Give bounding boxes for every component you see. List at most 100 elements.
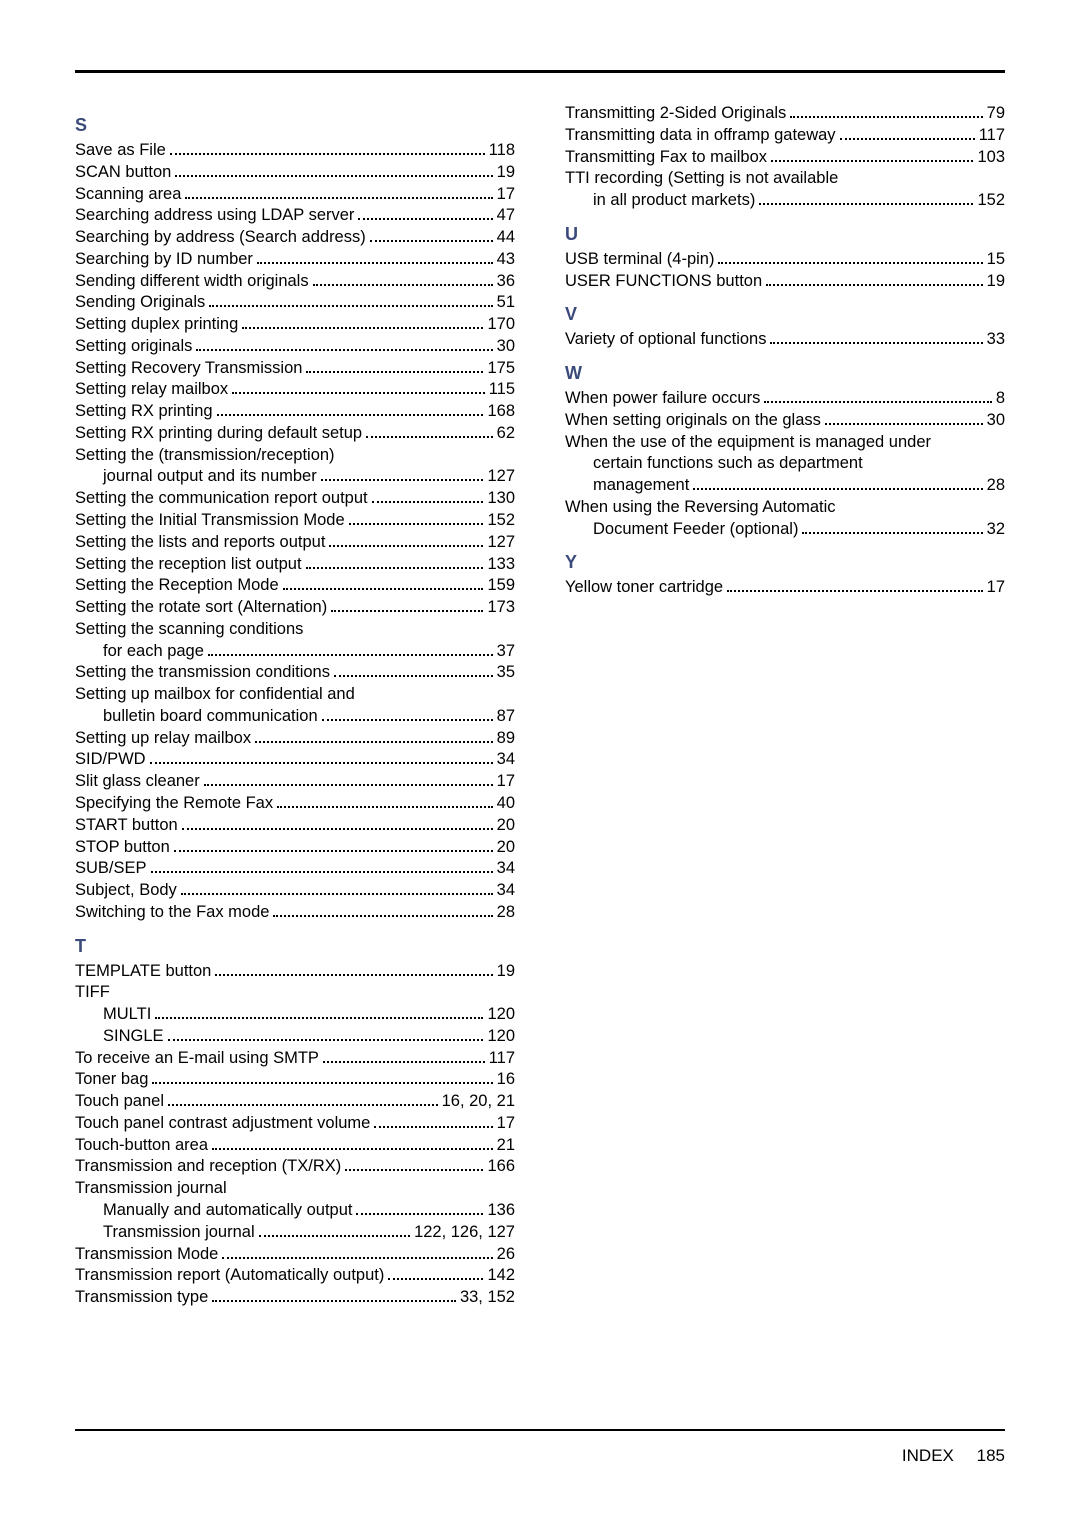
dot-leader <box>770 333 982 345</box>
dot-leader <box>155 1008 483 1020</box>
dot-leader <box>204 775 493 787</box>
index-entry: Searching by ID number43 <box>75 249 515 271</box>
dot-leader <box>840 128 975 140</box>
index-entry: in all product markets)152 <box>565 190 1005 212</box>
index-entry-continuation: TIFF <box>75 982 515 1004</box>
index-entry-page: 34 <box>497 858 515 880</box>
index-entry-label: SCAN button <box>75 162 171 184</box>
index-entry: Sending Originals51 <box>75 292 515 314</box>
index-entry: Setting duplex printing 170 <box>75 314 515 336</box>
index-entry: Searching address using LDAP server47 <box>75 205 515 227</box>
index-entry: Manually and automatically output136 <box>75 1200 515 1222</box>
dot-leader <box>277 796 493 808</box>
dot-leader <box>217 405 484 417</box>
index-entry: TEMPLATE button19 <box>75 961 515 983</box>
index-entry-page: 175 <box>487 358 515 380</box>
index-entry-page: 51 <box>497 292 515 314</box>
index-entry-page: 136 <box>487 1200 515 1222</box>
index-entry-continuation: Setting the (transmission/reception) <box>75 445 515 467</box>
index-entry-label: Switching to the Fax mode <box>75 902 269 924</box>
index-entry: Touch panel16, 20, 21 <box>75 1091 515 1113</box>
dot-leader <box>182 818 493 830</box>
index-entry-page: 28 <box>987 475 1005 497</box>
index-entry-label: Setting the Initial Transmission Mode <box>75 510 345 532</box>
dot-leader <box>358 209 492 221</box>
index-entry-page: 170 <box>487 314 515 336</box>
index-entry-label: in all product markets) <box>593 190 755 212</box>
dot-leader <box>209 296 492 308</box>
index-entry-continuation: certain functions such as department <box>565 453 1005 475</box>
dot-leader <box>727 581 983 593</box>
index-entry-page: 120 <box>487 1026 515 1048</box>
dot-leader <box>196 339 492 351</box>
index-entry: Setting the transmission conditions35 <box>75 662 515 684</box>
dot-leader <box>175 165 492 177</box>
dot-leader <box>170 143 485 155</box>
dot-leader <box>370 231 493 243</box>
index-entry-page: 120 <box>487 1004 515 1026</box>
index-entry-page: 20 <box>497 815 515 837</box>
index-entry-label: Setting the reception list output <box>75 554 302 576</box>
dot-leader <box>273 905 492 917</box>
index-entry-label: bulletin board communication <box>103 706 318 728</box>
dot-leader <box>356 1203 483 1215</box>
index-entry-page: 118 <box>489 140 515 162</box>
index-entry-label: Specifying the Remote Fax <box>75 793 273 815</box>
index-entry-label: Transmission report (Automatically outpu… <box>75 1265 384 1287</box>
dot-leader <box>329 535 483 547</box>
index-entry-page: 19 <box>497 961 515 983</box>
index-entry-page: 127 <box>487 532 515 554</box>
index-entry-page: 122, 126, 127 <box>414 1222 515 1244</box>
index-entry: Setting the Initial Transmission Mode152 <box>75 510 515 532</box>
index-entry-page: 115 <box>489 379 515 401</box>
index-entry-label: Setting the Reception Mode <box>75 575 279 597</box>
index-entry-page: 35 <box>497 662 515 684</box>
index-entry: USER FUNCTIONS button19 <box>565 271 1005 293</box>
index-entry-page: 20 <box>497 837 515 859</box>
index-entry-page: 36 <box>497 271 515 293</box>
dot-leader <box>181 883 493 895</box>
dot-leader <box>331 601 483 613</box>
index-entry: When power failure occurs8 <box>565 388 1005 410</box>
index-entry-label: Setting relay mailbox <box>75 379 228 401</box>
index-entry-page: 89 <box>497 728 515 750</box>
index-entry-page: 47 <box>497 205 515 227</box>
dot-leader <box>151 862 493 874</box>
index-entry-continuation: Transmission journal <box>75 1178 515 1200</box>
index-entry-page: 62 <box>497 423 515 445</box>
dot-leader <box>764 392 991 404</box>
index-entry-page: 19 <box>987 271 1005 293</box>
index-entry: Scanning area17 <box>75 184 515 206</box>
index-entry-label: Searching by ID number <box>75 249 253 271</box>
index-entry: Toner bag16 <box>75 1069 515 1091</box>
dot-leader <box>212 1138 493 1150</box>
dot-leader <box>759 194 973 206</box>
dot-leader <box>718 252 982 264</box>
dot-leader <box>388 1269 483 1281</box>
index-entry-page: 15 <box>987 249 1005 271</box>
index-entry-label: STOP button <box>75 837 170 859</box>
index-entry: Setting the Reception Mode159 <box>75 575 515 597</box>
index-entry: Slit glass cleaner17 <box>75 771 515 793</box>
index-entry: Switching to the Fax mode28 <box>75 902 515 924</box>
footer-page-number: 185 <box>977 1446 1005 1465</box>
index-entry-label: Touch panel contrast adjustment volume <box>75 1113 370 1135</box>
index-section-letter: Y <box>565 552 1005 573</box>
index-entry-page: 17 <box>497 1113 515 1135</box>
index-entry-page: 34 <box>497 880 515 902</box>
index-entry-label: Setting duplex printing <box>75 314 238 336</box>
index-entry-page: 30 <box>497 336 515 358</box>
index-entry: Setting RX printing168 <box>75 401 515 423</box>
index-entry: Setting originals30 <box>75 336 515 358</box>
index-entry-page: 40 <box>497 793 515 815</box>
index-section-letter: T <box>75 936 515 957</box>
index-entry-page: 30 <box>987 410 1005 432</box>
dot-leader <box>321 470 484 482</box>
dot-leader <box>766 274 983 286</box>
dot-leader <box>349 513 484 525</box>
index-entry-continuation: When using the Reversing Automatic <box>565 497 1005 519</box>
index-entry: Document Feeder (optional)32 <box>565 519 1005 541</box>
dot-leader <box>215 964 492 976</box>
index-entry-label: Setting Recovery Transmission <box>75 358 302 380</box>
index-entry-label: Document Feeder (optional) <box>593 519 798 541</box>
